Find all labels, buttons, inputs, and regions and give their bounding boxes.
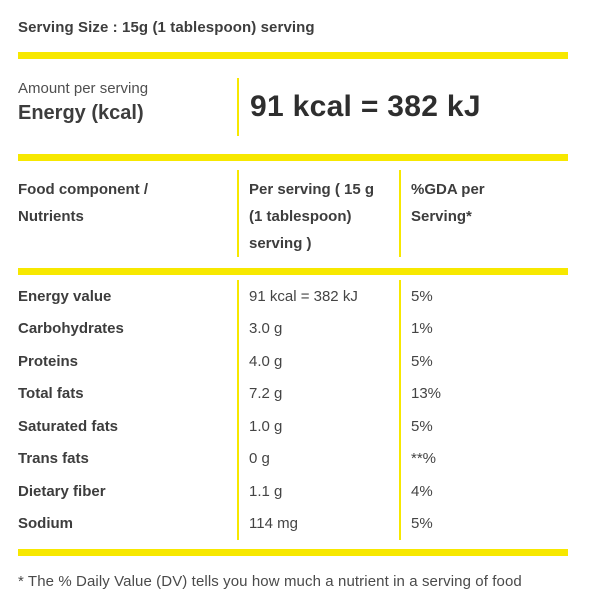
amount-per-serving-label: Amount per serving — [18, 80, 149, 97]
nutrient-name: Carbohydrates — [18, 320, 124, 338]
col-header-per-serving: Per serving ( 15 g (1 tablespoon) servin… — [237, 170, 399, 257]
energy-value: 91 kcal = 382 kJ — [237, 78, 568, 136]
nutrient-gda: 5% — [399, 345, 568, 378]
nutrient-amount: 1.0 g — [237, 410, 399, 443]
table-row-dietary-fiber: Dietary fiber 1.1 g 4% — [18, 475, 568, 508]
energy-kcal-label: Energy (kcal) — [18, 102, 144, 124]
nutrient-name: Total fats — [18, 385, 84, 403]
nutrient-amount: 114 mg — [237, 507, 399, 540]
col-header-gda: %GDA per Serving* — [399, 170, 568, 257]
nutrient-name: Sodium — [18, 515, 73, 533]
nutrient-amount: 91 kcal = 382 kJ — [237, 280, 399, 313]
nutrient-gda: 5% — [399, 507, 568, 540]
nutrient-gda: 5% — [399, 410, 568, 443]
table-row-proteins: Proteins 4.0 g 5% — [18, 345, 568, 378]
table-row-sodium: Sodium 114 mg 5% — [18, 507, 568, 540]
nutrient-name: Saturated fats — [18, 417, 119, 435]
table-row-carbohydrates: Carbohydrates 3.0 g 1% — [18, 312, 568, 345]
nutrient-amount: 3.0 g — [237, 312, 399, 345]
nutrient-gda: 4% — [399, 475, 568, 508]
energy-summary-section: Amount per serving Energy (kcal) 91 kcal… — [18, 78, 568, 136]
table-row-total-fats: Total fats 7.2 g 13% — [18, 377, 568, 410]
nutrient-amount: 0 g — [237, 442, 399, 475]
nutrient-amount: 4.0 g — [237, 345, 399, 378]
nutrient-amount: 7.2 g — [237, 377, 399, 410]
nutrient-rows: Energy value 91 kcal = 382 kJ 5% Carbohy… — [18, 275, 568, 540]
nutrient-name: Dietary fiber — [18, 482, 106, 500]
divider-bar-top — [18, 52, 568, 59]
daily-value-footnote: * The % Daily Value (DV) tells you how m… — [18, 573, 522, 590]
col-header-food-component: Food component / Nutrients — [18, 181, 148, 225]
energy-summary-left: Amount per serving Energy (kcal) — [18, 78, 237, 136]
divider-bar-under-energy — [18, 154, 568, 161]
nutrition-facts-label: Serving Size : 15g (1 tablespoon) servin… — [18, 0, 568, 590]
divider-bar-bottom — [18, 549, 568, 556]
nutrient-name: Trans fats — [18, 450, 89, 468]
nutrient-amount: 1.1 g — [237, 475, 399, 508]
divider-bar-under-header — [18, 268, 568, 275]
table-row-energy-value: Energy value 91 kcal = 382 kJ 5% — [18, 280, 568, 313]
nutrient-name: Energy value — [18, 287, 112, 305]
table-header-row: Food component / Nutrients Per serving (… — [18, 161, 568, 268]
nutrient-gda: 1% — [399, 312, 568, 345]
serving-size-heading: Serving Size : 15g (1 tablespoon) servin… — [18, 19, 315, 36]
nutrient-name: Proteins — [18, 352, 79, 370]
nutrient-gda: **% — [399, 442, 568, 475]
nutrient-gda: 5% — [399, 280, 568, 313]
table-row-saturated-fats: Saturated fats 1.0 g 5% — [18, 410, 568, 443]
table-row-trans-fats: Trans fats 0 g **% — [18, 442, 568, 475]
nutrient-gda: 13% — [399, 377, 568, 410]
